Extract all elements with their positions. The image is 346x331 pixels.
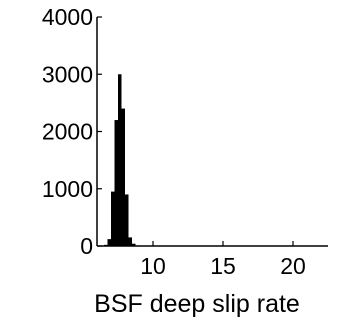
histogram-bar <box>118 74 122 246</box>
axes <box>96 16 328 247</box>
y-tick-label: 2000 <box>42 119 93 145</box>
y-tick-label: 4000 <box>42 4 93 30</box>
x-tick-label: 10 <box>140 253 166 279</box>
histogram-bar <box>111 191 115 246</box>
histogram-bar <box>132 243 136 246</box>
x-tick-label: 15 <box>210 253 236 279</box>
y-tick-label: 3000 <box>42 61 93 87</box>
histogram-bar <box>114 120 118 246</box>
histogram-bars <box>104 74 139 246</box>
x-axis-label: BSF deep slip rate <box>94 290 300 318</box>
y-tick-label: 0 <box>80 233 93 259</box>
x-tick-label: 20 <box>280 253 306 279</box>
y-tick-label: 1000 <box>42 176 93 202</box>
tick-labels: 0 1000 2000 3000 4000 10 15 20 <box>42 4 306 279</box>
histogram-bar <box>128 237 132 246</box>
histogram-bar <box>107 239 111 246</box>
histogram-bar <box>121 108 125 246</box>
histogram-bar <box>125 194 129 246</box>
